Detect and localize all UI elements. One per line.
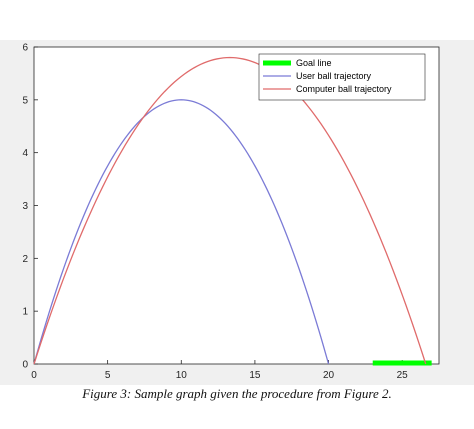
y-tick-label: 3 (22, 201, 28, 212)
y-tick-label: 4 (22, 148, 28, 159)
series-layer (33, 56, 432, 366)
chart: 0 1 2 3 4 5 6 0 5 10 15 20 25 Goal line User ball tr… (22, 43, 440, 381)
series-user-ball-trajectory (33, 99, 330, 365)
y-tick-label: 0 (22, 360, 28, 371)
legend-label: Computer ball trajectory (296, 84, 392, 94)
legend-label: User ball trajectory (296, 71, 372, 81)
y-tick-label: 2 (22, 254, 28, 265)
figure-frame: 0 1 2 3 4 5 6 0 5 10 15 20 25 Goal line User ball tr… (0, 40, 474, 385)
series-computer-ball-trajectory (33, 56, 427, 365)
x-tick-label: 10 (176, 370, 188, 381)
legend: Goal line User ball trajectory Computer ba… (258, 53, 426, 101)
x-tick-label: 20 (323, 370, 335, 381)
x-tick-label: 5 (105, 370, 111, 381)
y-tick-label: 5 (22, 95, 28, 106)
x-tick-label: 25 (397, 370, 409, 381)
x-tick-label: 15 (249, 370, 261, 381)
legend-label: Goal line (296, 58, 332, 68)
y-axis: 0 1 2 3 4 5 6 (22, 43, 38, 371)
figure-caption: Figure 3: Sample graph given the procedu… (82, 386, 392, 401)
y-tick-label: 1 (22, 307, 28, 318)
x-tick-label: 0 (31, 370, 37, 381)
y-tick-label: 6 (22, 43, 28, 54)
